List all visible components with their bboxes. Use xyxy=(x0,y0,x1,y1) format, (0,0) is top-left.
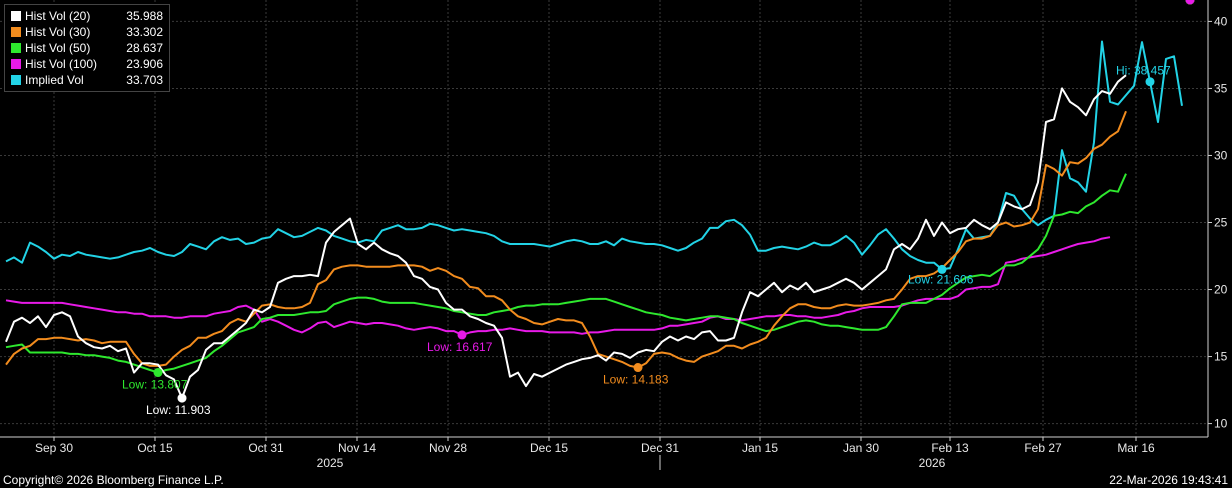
y-tick-label: 20 xyxy=(1214,283,1228,297)
extreme-label: Hi: 35.988 xyxy=(1128,0,1183,3)
legend-swatch xyxy=(11,75,21,85)
x-tick-label: Jan 30 xyxy=(843,441,879,455)
y-tick-label: 10 xyxy=(1214,417,1228,431)
extreme-label: Hi: 33.302 xyxy=(1128,0,1183,3)
timestamp-text: 22-Mar-2026 19:43:41 xyxy=(1109,473,1228,487)
legend: Hist Vol (20) 35.988 Hist Vol (30) 33.30… xyxy=(4,4,170,92)
legend-item: Implied Vol 33.703 xyxy=(11,72,163,88)
legend-label: Hist Vol (100) xyxy=(25,57,98,71)
x-tick-label: Nov 14 xyxy=(338,441,376,455)
legend-value: 23.906 xyxy=(126,57,163,71)
y-tick-label: 25 xyxy=(1214,216,1228,230)
series-line-hist-vol-20 xyxy=(5,74,1127,400)
extreme-marker xyxy=(633,363,643,373)
extreme-label: Low: 16.617 xyxy=(427,340,493,354)
y-tick-label: 35 xyxy=(1214,81,1228,95)
x-tick-label: Dec 15 xyxy=(530,441,568,455)
series-line-hist-vol-50 xyxy=(5,173,1127,374)
extreme-marker xyxy=(457,330,467,340)
x-tick-label: Oct 31 xyxy=(248,441,284,455)
extreme-label: Low: 21.606 xyxy=(908,272,974,286)
extreme-marker xyxy=(937,264,947,274)
year-label: 2026 xyxy=(919,456,946,470)
series-lines xyxy=(5,40,1183,400)
year-label: 2025 xyxy=(317,456,344,470)
legend-value: 33.703 xyxy=(126,73,163,87)
legend-item: Hist Vol (100) 23.906 xyxy=(11,56,163,72)
extreme-marker xyxy=(153,368,163,378)
extreme-label: Hi: 38.457 xyxy=(1116,64,1171,78)
x-tick-label: Oct 15 xyxy=(137,441,173,455)
extreme-marker xyxy=(177,393,187,403)
copyright-text: Copyright© 2026 Bloomberg Finance L.P. xyxy=(3,473,224,487)
legend-item: Hist Vol (50) 28.637 xyxy=(11,40,163,56)
x-tick-label: Sep 30 xyxy=(35,441,73,455)
legend-swatch xyxy=(11,59,21,69)
legend-label: Hist Vol (20) xyxy=(25,9,91,23)
series-line-hist-vol-100 xyxy=(5,236,1111,336)
y-tick-label: 40 xyxy=(1214,14,1228,28)
legend-label: Hist Vol (30) xyxy=(25,25,91,39)
x-tick-label: Mar 16 xyxy=(1117,441,1155,455)
x-tick-label: Nov 28 xyxy=(429,441,467,455)
grid-lines xyxy=(0,0,1208,437)
extreme-marker xyxy=(1185,0,1195,5)
series-line-hist-vol-30 xyxy=(5,110,1127,369)
legend-label: Implied Vol xyxy=(25,73,84,87)
legend-item: Hist Vol (30) 33.302 xyxy=(11,24,163,40)
extreme-marker xyxy=(1145,77,1155,87)
x-tick-label: Feb 13 xyxy=(931,441,969,455)
x-tick-label: Dec 31 xyxy=(641,441,679,455)
legend-swatch xyxy=(11,43,21,53)
x-tick-label: Jan 15 xyxy=(742,441,778,455)
y-tick-label: 15 xyxy=(1214,350,1228,364)
y-tick-label: 30 xyxy=(1214,148,1228,162)
legend-item: Hist Vol (20) 35.988 xyxy=(11,8,163,24)
extreme-label: Low: 11.903 xyxy=(146,403,211,417)
extreme-label: Low: 14.183 xyxy=(603,373,669,387)
extreme-markers xyxy=(153,0,1195,403)
legend-swatch xyxy=(11,27,21,37)
legend-swatch xyxy=(11,11,21,21)
extreme-label: Low: 13.807 xyxy=(122,378,188,392)
legend-label: Hist Vol (50) xyxy=(25,41,91,55)
extreme-label: Hi: 28.637 xyxy=(1128,0,1183,3)
x-tick-label: Feb 27 xyxy=(1024,441,1062,455)
legend-value: 35.988 xyxy=(126,9,163,23)
legend-value: 28.637 xyxy=(126,41,163,55)
legend-value: 33.302 xyxy=(126,25,163,39)
extreme-label: Hi: 23.906 xyxy=(1128,0,1183,3)
